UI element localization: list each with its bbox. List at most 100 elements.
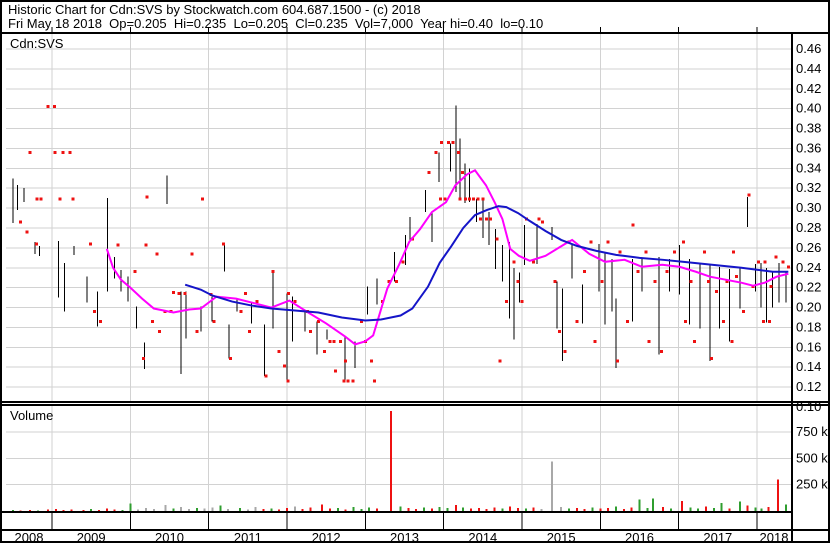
price-tick-label: 0.10 bbox=[796, 399, 821, 414]
volume-bar bbox=[705, 506, 708, 511]
trade-dot bbox=[636, 270, 640, 274]
volume-bar bbox=[270, 508, 273, 511]
trade-dot bbox=[25, 230, 29, 234]
trade-dot bbox=[58, 197, 62, 201]
trade-dot bbox=[434, 150, 438, 154]
trade-dot bbox=[190, 252, 194, 256]
trade-dot bbox=[692, 339, 696, 343]
volume-bar bbox=[368, 507, 371, 511]
volume-bar bbox=[630, 507, 633, 511]
volume-bar bbox=[746, 505, 749, 511]
volume-bar bbox=[278, 509, 281, 511]
volume-bar bbox=[607, 507, 610, 511]
trade-dot bbox=[606, 240, 610, 244]
trade-dot bbox=[332, 339, 336, 343]
volume-bar bbox=[760, 508, 763, 511]
trade-dot bbox=[264, 374, 268, 378]
trade-dot bbox=[504, 300, 508, 304]
price-tick-label: 0.24 bbox=[796, 260, 821, 275]
trade-dot bbox=[659, 349, 663, 353]
trade-dot bbox=[439, 140, 443, 144]
trade-dot bbox=[616, 359, 620, 363]
volume-bar bbox=[105, 508, 108, 511]
volume-bar bbox=[728, 508, 731, 511]
volume-bar bbox=[446, 507, 449, 511]
trade-dot bbox=[558, 329, 562, 333]
volume-bar bbox=[129, 503, 132, 511]
volume-bar bbox=[376, 508, 379, 511]
volume-bar bbox=[399, 506, 402, 511]
trade-dot bbox=[476, 197, 480, 201]
trade-dot bbox=[144, 243, 148, 247]
volume-bar bbox=[501, 508, 504, 511]
year-label: 2016 bbox=[625, 530, 654, 543]
trade-dot bbox=[142, 356, 146, 360]
volume-tick-label: 250 k bbox=[796, 477, 828, 492]
volume-bar bbox=[152, 508, 155, 511]
volume-bar bbox=[614, 506, 617, 511]
trade-dot bbox=[387, 280, 391, 284]
trade-dot bbox=[316, 319, 320, 323]
price-tick-label: 0.44 bbox=[796, 61, 821, 76]
volume-bar bbox=[407, 507, 410, 511]
trade-dot bbox=[277, 349, 281, 353]
trade-dot bbox=[99, 319, 103, 323]
trade-dot bbox=[516, 280, 520, 284]
trade-dot bbox=[540, 220, 544, 224]
trade-dot bbox=[495, 237, 499, 241]
volume-bar bbox=[203, 508, 206, 511]
volume-bar bbox=[767, 506, 770, 511]
volume-bar bbox=[550, 461, 553, 511]
trade-dot bbox=[757, 260, 761, 264]
trade-dot bbox=[427, 170, 431, 174]
trade-dot bbox=[52, 105, 56, 109]
trade-dot bbox=[283, 364, 287, 368]
volume-bar bbox=[415, 508, 418, 511]
trade-dot bbox=[39, 197, 43, 201]
trade-dot bbox=[342, 379, 346, 383]
price-tick-label: 0.38 bbox=[796, 121, 821, 136]
trade-dot bbox=[553, 280, 557, 284]
year-label: 2015 bbox=[547, 530, 576, 543]
trade-dot bbox=[489, 217, 493, 221]
trade-dot bbox=[742, 310, 746, 314]
volume-bar bbox=[113, 509, 116, 511]
volume-bar bbox=[309, 507, 312, 511]
trade-dot bbox=[229, 356, 233, 360]
volume-bar bbox=[227, 508, 230, 511]
trade-dot bbox=[155, 252, 159, 256]
trade-dot bbox=[359, 319, 363, 323]
volume-bar bbox=[583, 508, 586, 511]
trade-dot bbox=[401, 260, 405, 264]
trade-dot bbox=[626, 319, 630, 323]
price-tick-label: 0.46 bbox=[796, 41, 821, 56]
year-label: 2009 bbox=[77, 530, 106, 543]
trade-dot bbox=[468, 197, 472, 201]
price-tick-label: 0.16 bbox=[796, 339, 821, 354]
trade-dot bbox=[247, 329, 251, 333]
trade-dot bbox=[71, 197, 75, 201]
volume-bar bbox=[11, 510, 14, 511]
ma-slow-line bbox=[184, 205, 789, 322]
trade-dot bbox=[763, 260, 767, 264]
trade-dot bbox=[183, 292, 187, 296]
trade-dot bbox=[774, 255, 778, 259]
trade-dot bbox=[150, 319, 154, 323]
volume-bar bbox=[540, 508, 543, 511]
trade-dot bbox=[747, 193, 751, 197]
volume-bar bbox=[575, 507, 578, 511]
volume-bar bbox=[477, 507, 480, 511]
year-label: 2012 bbox=[312, 530, 341, 543]
trade-dot bbox=[631, 223, 635, 227]
volume-bar bbox=[638, 499, 641, 511]
volume-bar bbox=[285, 507, 288, 511]
year-label: 2011 bbox=[234, 530, 262, 543]
volume-bar bbox=[689, 507, 692, 511]
trade-dot bbox=[145, 195, 149, 199]
volume-bar bbox=[661, 506, 664, 511]
volume-bar bbox=[784, 504, 787, 511]
chart-title: Historic Chart for Cdn:SVS by Stockwatch… bbox=[8, 2, 421, 17]
volume-bar bbox=[680, 500, 683, 511]
price-tick-label: 0.40 bbox=[796, 101, 821, 116]
